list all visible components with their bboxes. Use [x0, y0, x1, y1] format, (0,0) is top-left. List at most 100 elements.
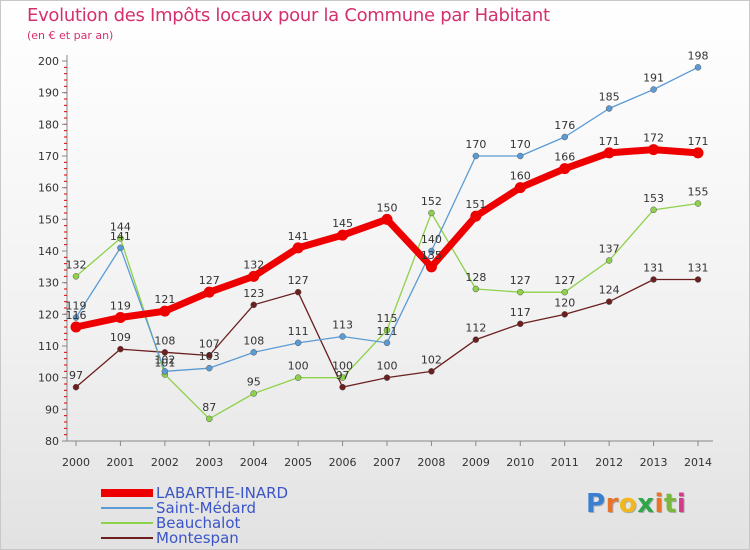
x-tick-label: 2007: [373, 456, 401, 469]
data-label: 101: [154, 357, 175, 370]
legend-item: Montespan: [101, 529, 401, 547]
data-label: 137: [599, 243, 620, 256]
data-label: 127: [288, 274, 309, 287]
x-tick-label: 2010: [506, 456, 534, 469]
data-label: 132: [243, 258, 264, 271]
y-tick-label: 90: [45, 403, 59, 416]
data-label: 155: [688, 186, 709, 199]
data-point: [294, 374, 302, 381]
data-label: 170: [510, 138, 531, 151]
data-point: [694, 64, 702, 71]
legend-item: LABARTHE-INARD: [101, 484, 401, 502]
data-label: 119: [66, 300, 87, 313]
x-tick-label: 2009: [462, 456, 490, 469]
x-tick-label: 2004: [240, 456, 268, 469]
data-label: 127: [199, 274, 220, 287]
x-tick-label: 2003: [195, 456, 223, 469]
data-label: 176: [554, 119, 575, 132]
data-point: [694, 200, 702, 207]
data-label: 170: [465, 138, 486, 151]
data-label: 124: [599, 284, 620, 297]
data-label: 109: [110, 331, 131, 344]
legend-swatch: [101, 489, 153, 497]
data-point: [428, 247, 435, 255]
x-tick-label: 2000: [62, 456, 90, 469]
data-point: [472, 152, 480, 160]
data-point: [472, 336, 480, 343]
legend-swatch: [101, 537, 153, 539]
data-label: 150: [377, 201, 398, 214]
data-label: 131: [688, 262, 709, 275]
data-label: 128: [465, 271, 486, 284]
data-label: 95: [247, 376, 261, 389]
y-tick-label: 80: [45, 435, 59, 448]
data-label: 172: [643, 132, 664, 145]
data-label: 127: [554, 274, 575, 287]
data-point: [206, 364, 213, 372]
data-label: 145: [332, 217, 353, 230]
data-label: 185: [599, 91, 620, 104]
data-point: [514, 182, 526, 194]
data-point: [161, 349, 169, 356]
data-point: [383, 326, 391, 334]
data-point: [250, 390, 257, 397]
data-point: [605, 257, 613, 264]
x-tick-label: 2005: [284, 456, 312, 469]
data-label: 100: [288, 360, 309, 373]
data-label: 87: [202, 401, 216, 414]
x-tick-label: 2001: [106, 456, 134, 469]
data-point: [692, 147, 704, 159]
data-point: [425, 261, 437, 273]
data-label: 191: [643, 72, 664, 85]
data-point: [472, 285, 480, 293]
data-point: [650, 276, 657, 283]
legend-label: Saint-Médard: [156, 499, 256, 517]
data-label: 103: [199, 350, 220, 363]
data-label: 127: [510, 274, 531, 287]
y-tick-label: 170: [38, 150, 59, 163]
data-label: 140: [421, 233, 442, 246]
data-label: 198: [688, 49, 709, 62]
data-label: 102: [421, 353, 442, 366]
y-tick-label: 190: [38, 87, 59, 100]
data-point: [694, 276, 702, 283]
data-point: [428, 368, 435, 375]
data-label: 97: [69, 369, 83, 382]
data-point: [603, 147, 615, 159]
y-tick-label: 100: [38, 372, 59, 385]
data-label: 116: [66, 309, 87, 322]
data-point: [337, 229, 349, 241]
data-label: 111: [377, 325, 398, 338]
data-label: 115: [377, 312, 398, 325]
data-point: [470, 210, 482, 222]
data-label: 123: [243, 287, 264, 300]
data-label: 144: [110, 220, 131, 233]
data-label: 120: [554, 296, 575, 309]
data-label: 141: [110, 230, 131, 243]
data-point: [339, 333, 346, 340]
data-point: [70, 321, 82, 333]
data-point: [561, 311, 568, 318]
x-tick-label: 2002: [151, 456, 179, 469]
data-label: 141: [288, 230, 309, 243]
data-point: [117, 345, 124, 353]
data-point: [517, 320, 524, 328]
data-point: [248, 270, 260, 282]
data-point: [72, 314, 80, 321]
data-label: 131: [643, 262, 664, 275]
legend-item: Beauchalot: [101, 514, 401, 532]
chart-title: Evolution des Impôts locaux pour la Comm…: [27, 5, 550, 26]
x-tick-label: 2012: [595, 456, 623, 469]
data-label: 119: [110, 300, 131, 313]
data-point: [114, 312, 126, 323]
data-label: 160: [510, 170, 531, 183]
data-point: [383, 374, 391, 381]
legend-swatch: [101, 507, 153, 509]
x-tick-label: 2008: [417, 456, 445, 469]
data-point: [428, 209, 435, 217]
legend-swatch: [101, 522, 153, 524]
data-point: [605, 105, 613, 112]
data-point: [72, 273, 80, 280]
y-tick-label: 180: [38, 118, 59, 131]
data-point: [559, 163, 571, 175]
